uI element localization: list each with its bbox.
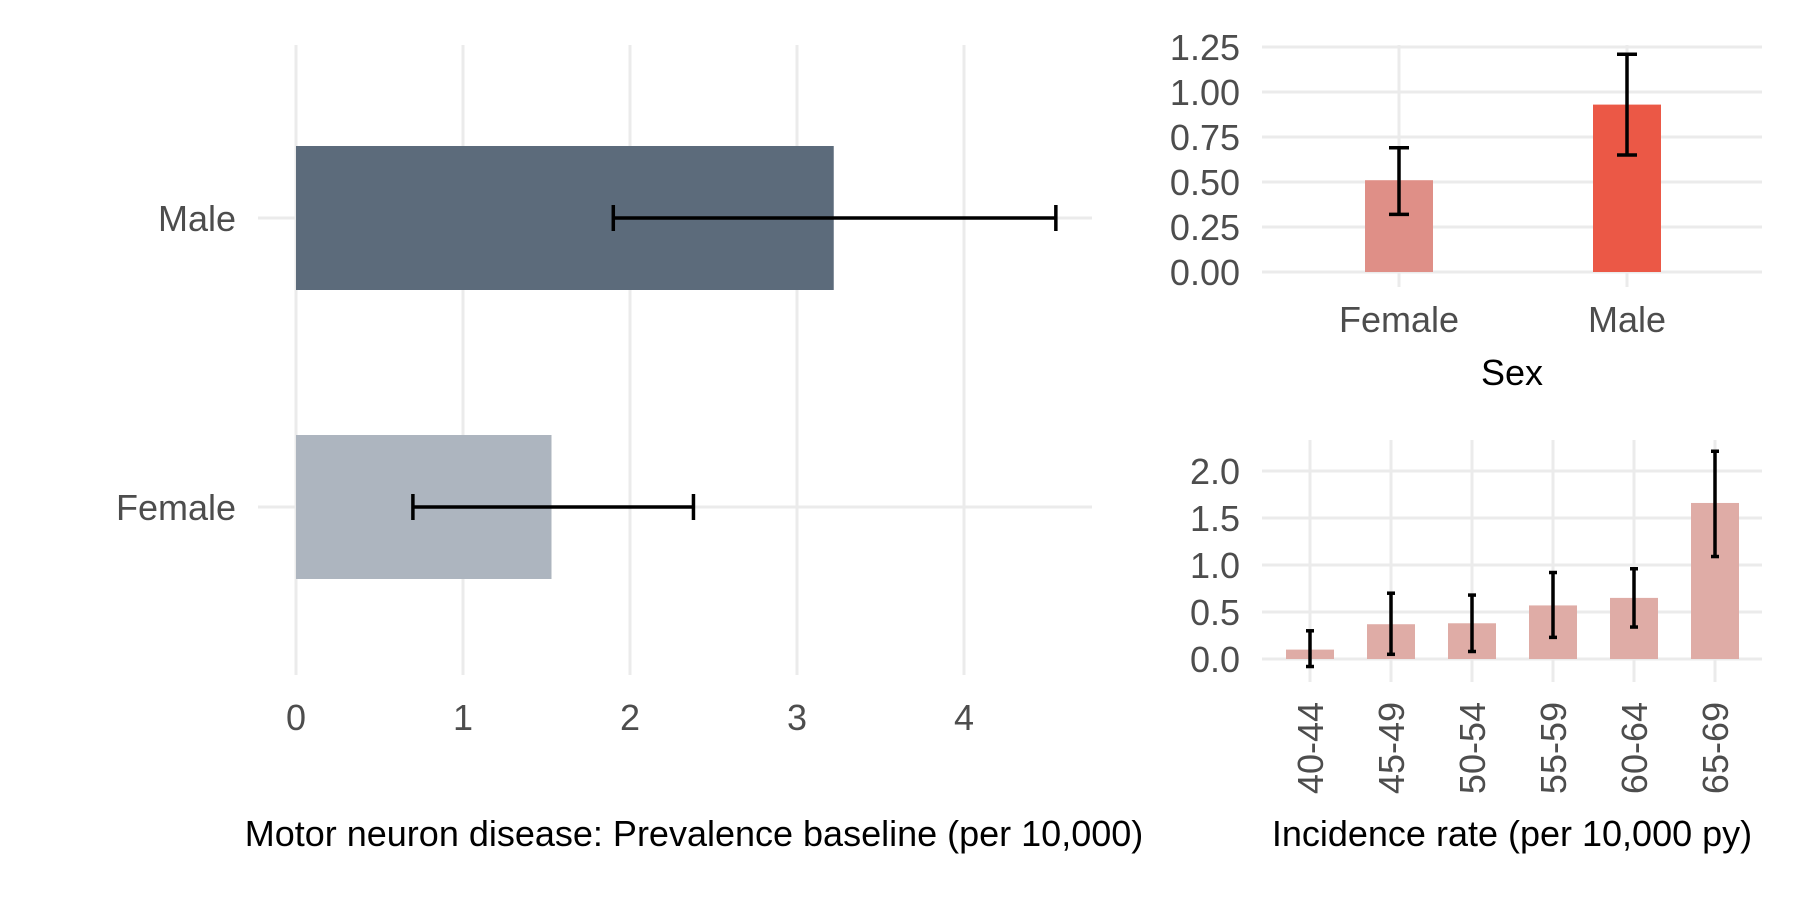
incidence-age-y-tick-label: 1.0 [1190, 545, 1240, 586]
prevalence-x-tick-label: 4 [954, 697, 974, 738]
prevalence-errorbar-male [611, 205, 1058, 231]
incidence-age-x-axis-title: Incidence rate (per 10,000 py) [1272, 813, 1752, 854]
incidence-age-x-tick-label: 45-49 [1371, 702, 1412, 794]
prevalence-x-axis-title: Motor neuron disease: Prevalence baselin… [245, 813, 1144, 854]
incidence-age-x-tick-label: 60-64 [1614, 702, 1655, 794]
incidence-age-y-tick-label: 0.5 [1190, 592, 1240, 633]
incidence-age-errorbar-45-49 [1387, 591, 1395, 657]
prevalence-y-tick-label: Male [158, 198, 236, 239]
incidence-sex-x-tick-label: Male [1588, 299, 1666, 340]
incidence-sex-x-tick-label: Female [1339, 299, 1459, 340]
prevalence-y-tick-label: Female [116, 487, 236, 528]
incidence-sex-panel: 0.000.250.500.751.001.25 Female Male Sex [1170, 27, 1762, 393]
incidence-age-y-tick-label: 0.0 [1190, 639, 1240, 680]
prevalence-x-tick-label: 3 [787, 697, 807, 738]
incidence-age-x-tick-label: 40-44 [1290, 702, 1331, 794]
incidence-age-y-tick-label: 1.5 [1190, 498, 1240, 539]
incidence-sex-errorbar-male [1617, 52, 1637, 157]
prevalence-x-tick-label: 0 [286, 697, 306, 738]
incidence-age-panel: 0.0 0.5 1.0 1.5 2.0 40-44 45-49 50-54 55-59 60-64… [1190, 440, 1762, 854]
incidence-age-x-tick-label: 55-59 [1533, 702, 1574, 794]
prevalence-errorbar-female [411, 494, 696, 520]
incidence-age-x-tick-label: 50-54 [1452, 702, 1493, 794]
incidence-sex-x-axis-title: Sex [1481, 352, 1543, 393]
incidence-age-errorbar-50-54 [1468, 593, 1476, 654]
incidence-age-x-tick-label: 65-69 [1695, 702, 1736, 794]
prevalence-panel: 0 1 2 3 4 Female Male Motor neuron disease: Pre… [116, 45, 1143, 854]
incidence-age-errorbar-40-44 [1306, 629, 1314, 669]
incidence-sex-y-tick-label: 0.50 [1170, 162, 1240, 203]
incidence-sex-y-tick-label: 1.00 [1170, 72, 1240, 113]
prevalence-x-tick-label: 1 [453, 697, 473, 738]
incidence-sex-y-tick-label: 1.25 [1170, 27, 1240, 68]
incidence-age-errorbar-65-69 [1711, 449, 1719, 559]
incidence-age-errorbar-60-64 [1630, 567, 1638, 629]
incidence-sex-y-tick-label: 0.25 [1170, 207, 1240, 248]
incidence-sex-y-tick-label: 0.00 [1170, 252, 1240, 293]
incidence-age-y-tick-label: 2.0 [1190, 451, 1240, 492]
incidence-age-errorbar-55-59 [1549, 570, 1557, 640]
incidence-sex-errorbar-female [1389, 146, 1409, 217]
prevalence-x-tick-label: 2 [620, 697, 640, 738]
incidence-sex-y-tick-label: 0.75 [1170, 117, 1240, 158]
